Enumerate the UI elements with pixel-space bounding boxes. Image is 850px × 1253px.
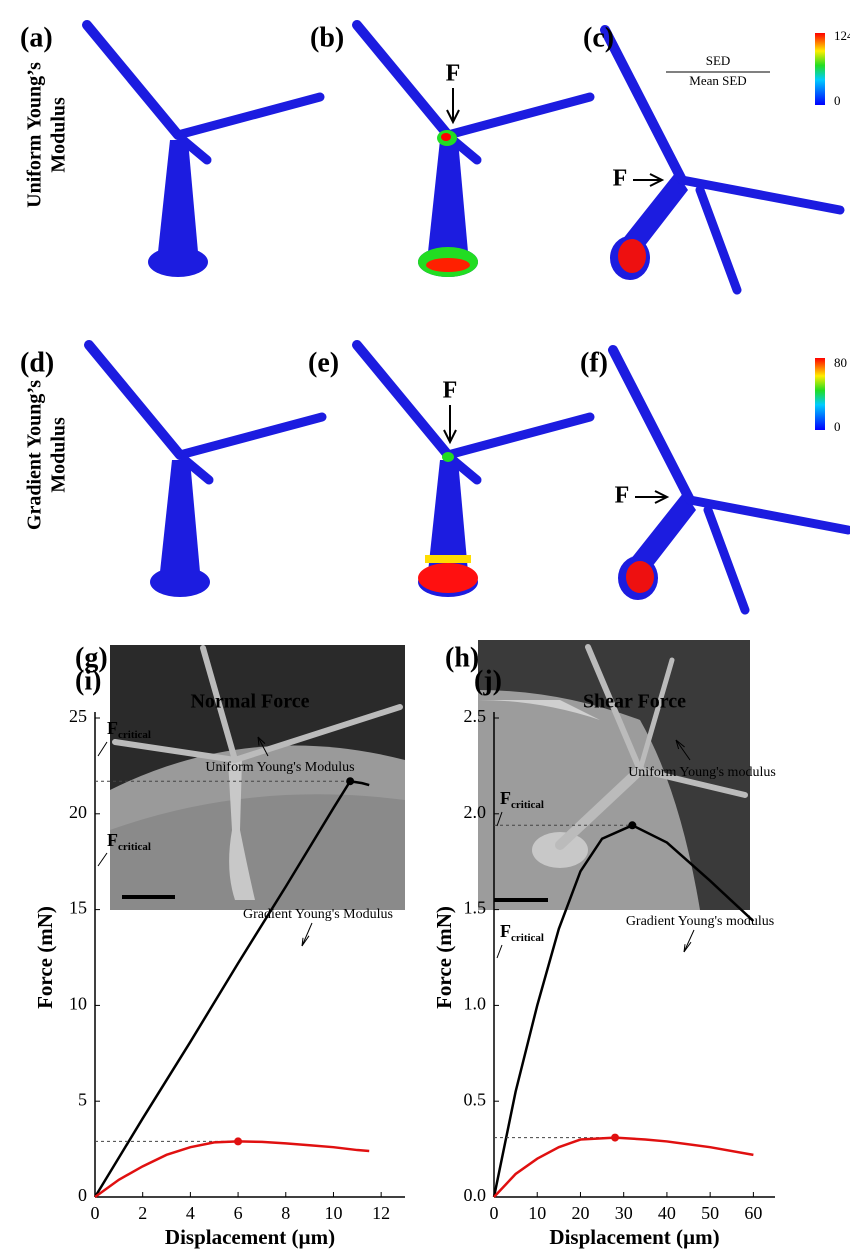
stress-hotspot: [618, 239, 646, 273]
x-axis-label: Displacement (µm): [165, 1225, 335, 1249]
chart-title: Shear Force: [583, 691, 686, 713]
colorbar-label: 80: [834, 355, 847, 370]
force-arrow: [635, 491, 667, 503]
y-tick-label: 5: [78, 1089, 87, 1109]
x-axis-label: Displacement (µm): [549, 1225, 719, 1249]
annotation-arrow: [302, 923, 312, 946]
sem-image: [110, 645, 405, 910]
y-axis-label: Force (mN): [432, 906, 456, 1009]
row-label: Gradient Young’s: [24, 380, 46, 530]
x-tick-label: 6: [234, 1203, 243, 1223]
x-tick-label: 12: [372, 1203, 390, 1223]
stress-hotspot: [425, 555, 471, 563]
panel-label: (f): [580, 347, 608, 378]
critical-label-sub: critical: [118, 841, 151, 853]
x-tick-label: 10: [324, 1203, 342, 1223]
trichome-model: [89, 345, 322, 597]
y-tick-label: 1.0: [464, 994, 487, 1014]
critical-point: [628, 821, 636, 829]
stress-hotspot: [626, 561, 654, 593]
critical-label-main: F: [500, 921, 511, 941]
stress-hotspot: [418, 563, 478, 593]
critical-point: [346, 777, 354, 785]
row-label: Modulus: [48, 97, 70, 173]
x-tick-label: 40: [658, 1203, 676, 1223]
stress-hotspot: [441, 133, 451, 141]
y-axis-label: Force (mN): [33, 906, 57, 1009]
y-tick-label: 0.0: [464, 1185, 487, 1205]
x-tick-label: 0: [91, 1203, 100, 1223]
annotation-arrow: [497, 945, 502, 958]
series-label: Gradient Young's modulus: [626, 914, 774, 929]
y-tick-label: 2.5: [464, 706, 487, 726]
annotation-arrow: [684, 930, 694, 952]
colorbar-label: 124: [834, 28, 850, 43]
row-label: Uniform Young’s: [24, 62, 46, 208]
series-label: Uniform Young's Modulus: [205, 760, 354, 775]
colorbar-title: Mean SED: [689, 73, 746, 88]
critical-label-main: F: [500, 788, 511, 808]
panel-label: (i): [75, 665, 101, 696]
critical-label-sub: critical: [511, 799, 544, 811]
series-label: Gradient Young's Modulus: [243, 907, 393, 922]
x-tick-label: 30: [615, 1203, 633, 1223]
colorbar: [815, 358, 825, 430]
y-tick-label: 0: [78, 1185, 87, 1205]
force-arrow: [444, 405, 456, 442]
critical-point: [234, 1137, 242, 1145]
colorbar-title: SED: [706, 53, 731, 68]
annotation-arrow: [98, 742, 107, 756]
row-label: Modulus: [48, 417, 70, 493]
force-label: F: [443, 378, 458, 404]
colorbar-label: 0: [834, 93, 841, 108]
colorbar: [815, 33, 825, 105]
stress-hotspot: [426, 258, 470, 272]
critical-point: [611, 1134, 619, 1142]
data-line: [95, 1141, 369, 1197]
panel-label: (d): [20, 347, 54, 378]
panel-label: (j): [474, 665, 502, 696]
x-tick-label: 20: [571, 1203, 589, 1223]
chart-title: Normal Force: [190, 691, 309, 713]
figure: (a) (b) (c) (d) (e) (f) (g) (h) Uniform …: [0, 0, 850, 1253]
panel-label: (c): [583, 22, 614, 53]
force-label: F: [615, 483, 630, 509]
colorbar-label: 0: [834, 419, 841, 434]
series-label: Uniform Young's modulus: [628, 765, 776, 780]
x-tick-label: 10: [528, 1203, 546, 1223]
trichome-model: [87, 25, 320, 277]
x-tick-label: 8: [281, 1203, 290, 1223]
force-arrow: [447, 88, 459, 122]
critical-label-sub: critical: [118, 729, 151, 741]
critical-label-main: F: [107, 718, 118, 738]
x-tick-label: 2: [138, 1203, 147, 1223]
trichome-model: [357, 25, 590, 277]
y-tick-label: 20: [69, 802, 87, 822]
stress-hotspot: [442, 452, 454, 462]
critical-label: Fcritical: [500, 921, 544, 943]
y-tick-label: 25: [69, 706, 87, 726]
critical-label-sub: critical: [511, 932, 544, 944]
y-tick-label: 10: [69, 994, 87, 1014]
panel-label: (e): [308, 347, 339, 378]
panel-label: (b): [310, 22, 344, 53]
x-tick-label: 60: [744, 1203, 762, 1223]
trichome-model: [357, 345, 590, 597]
y-tick-label: 2.0: [464, 802, 487, 822]
data-line: [494, 1138, 753, 1197]
force-label: F: [446, 61, 461, 87]
force-label: F: [613, 166, 628, 192]
y-tick-label: 0.5: [464, 1089, 487, 1109]
x-tick-label: 50: [701, 1203, 719, 1223]
x-tick-label: 0: [490, 1203, 499, 1223]
y-tick-label: 1.5: [464, 898, 487, 918]
y-tick-label: 15: [69, 898, 87, 918]
critical-label-main: F: [107, 830, 118, 850]
panel-label: (a): [20, 22, 53, 53]
annotation-arrow: [98, 853, 107, 866]
x-tick-label: 4: [186, 1203, 195, 1223]
force-arrow: [633, 174, 662, 186]
